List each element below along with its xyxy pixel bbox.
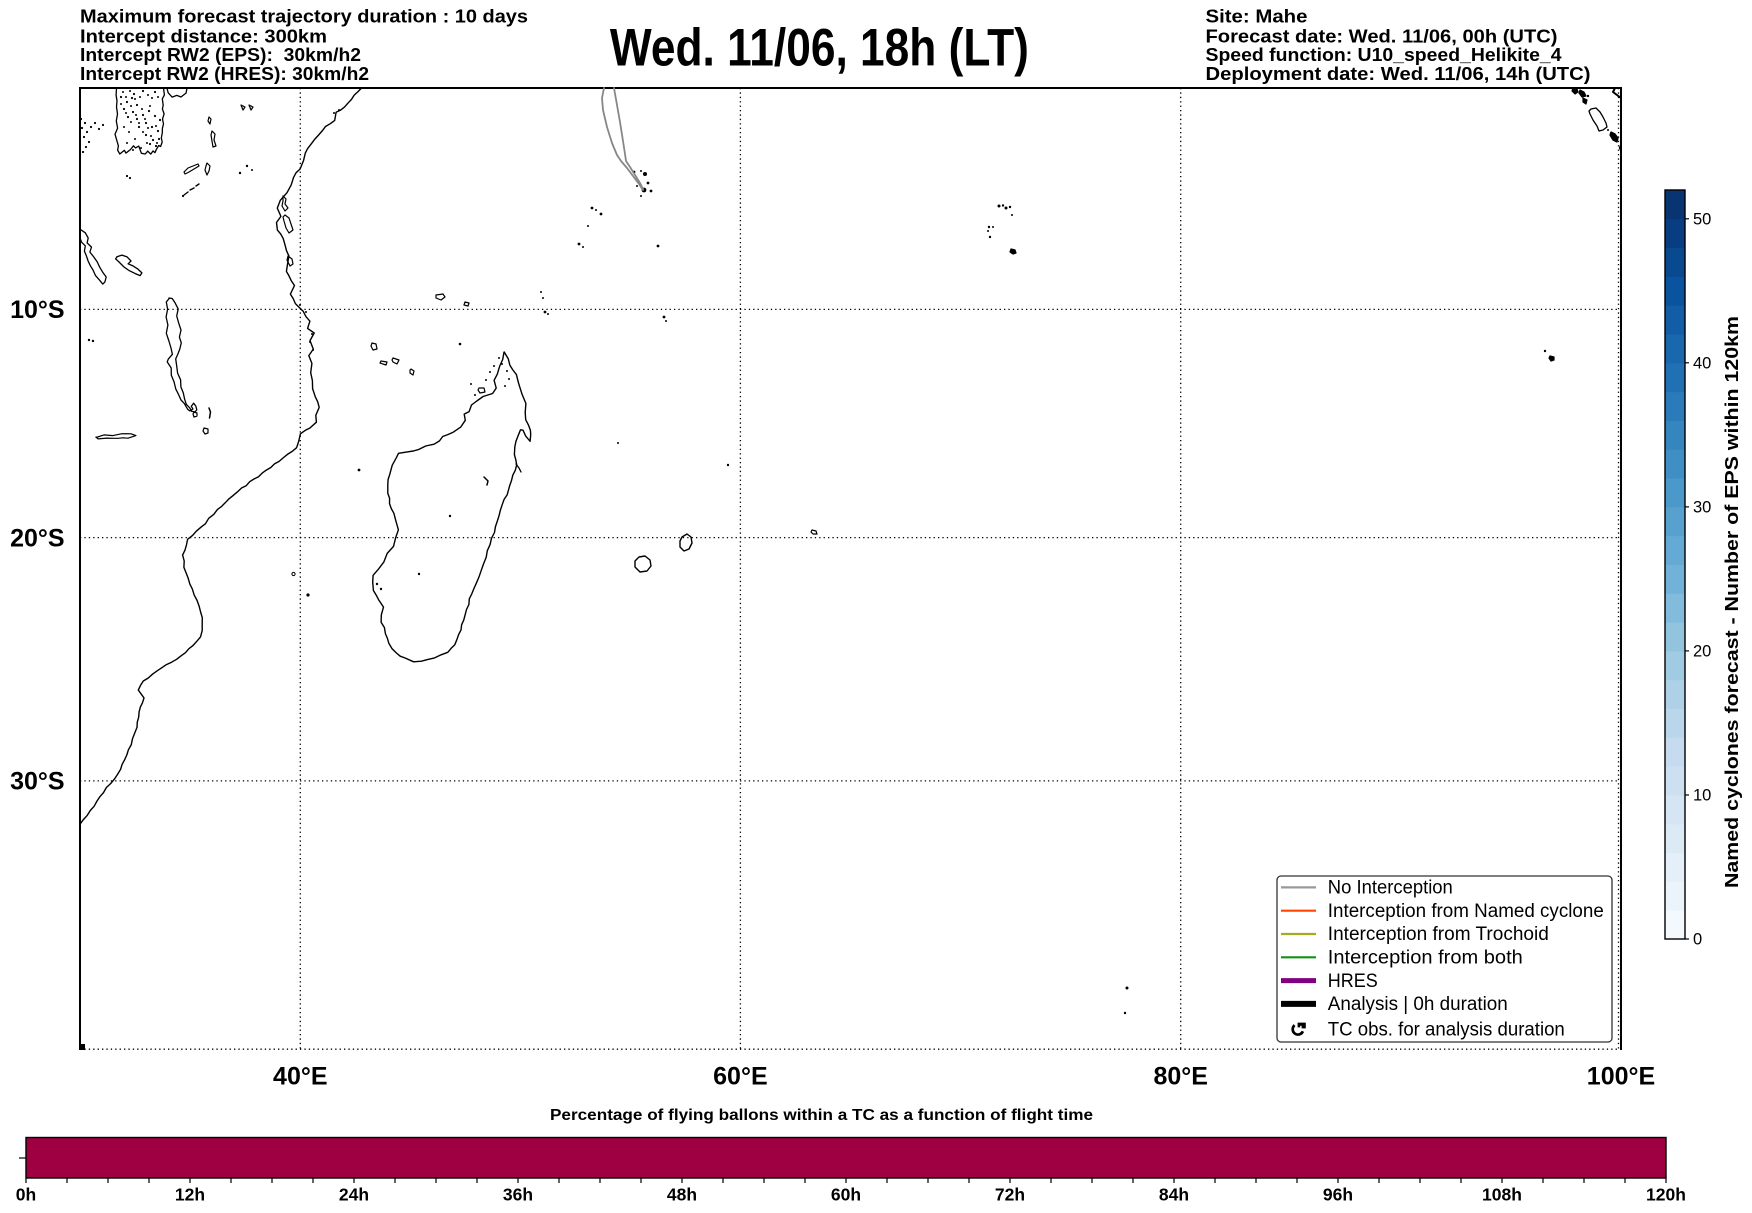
svg-text:120h: 120h: [1646, 1185, 1686, 1205]
svg-text:Interception from both: Interception from both: [1328, 948, 1523, 969]
svg-text:Intercept RW2 (HRES): 30km/h2: Intercept RW2 (HRES): 30km/h2: [80, 63, 369, 84]
svg-text:100°E: 100°E: [1587, 1063, 1655, 1091]
svg-text:Interception from Named cyclon: Interception from Named cyclone: [1328, 901, 1604, 922]
svg-text:Maximum forecast trajectory du: Maximum forecast trajectory duration : 1…: [80, 6, 528, 27]
svg-text:Site: Mahe: Site: Mahe: [1206, 6, 1308, 27]
svg-text:48h: 48h: [667, 1185, 697, 1205]
svg-text:20: 20: [1693, 642, 1711, 660]
svg-text:Forecast date: Wed. 11/06, 00h: Forecast date: Wed. 11/06, 00h (UTC): [1206, 25, 1558, 46]
svg-text:Intercept distance: 300km: Intercept distance: 300km: [80, 25, 327, 46]
svg-text:0h: 0h: [16, 1185, 36, 1205]
svg-text:TC obs. for analysis duration: TC obs. for analysis duration: [1328, 1020, 1565, 1041]
svg-text:24h: 24h: [339, 1185, 369, 1205]
svg-text:30°S: 30°S: [10, 768, 64, 796]
svg-text:20°S: 20°S: [10, 524, 64, 552]
svg-text:36h: 36h: [503, 1185, 533, 1205]
svg-text:Speed function: U10_speed_Heli: Speed function: U10_speed_Helikite_4: [1206, 44, 1563, 65]
svg-text:80°E: 80°E: [1153, 1063, 1207, 1091]
svg-text:40°E: 40°E: [273, 1063, 327, 1091]
svg-text:Named cyclones forecast - Numb: Named cyclones forecast - Number of EPS …: [1721, 316, 1742, 888]
svg-text:12h: 12h: [175, 1185, 205, 1205]
svg-text:Wed. 11/06, 18h (LT): Wed. 11/06, 18h (LT): [610, 19, 1029, 78]
svg-text:Interception from Trochoid: Interception from Trochoid: [1328, 924, 1549, 945]
svg-text:30: 30: [1693, 498, 1711, 516]
svg-text:96h: 96h: [1323, 1185, 1353, 1205]
svg-text:10: 10: [1693, 786, 1711, 804]
svg-text:No Interception: No Interception: [1328, 878, 1453, 899]
svg-text:72h: 72h: [995, 1185, 1025, 1205]
svg-text:Analysis | 0h duration: Analysis | 0h duration: [1328, 994, 1508, 1015]
svg-text:HRES: HRES: [1328, 971, 1378, 992]
svg-text:Intercept RW2 (EPS): 30km/h2: Intercept RW2 (EPS): 30km/h2: [80, 44, 361, 65]
svg-text:60h: 60h: [831, 1185, 861, 1205]
svg-text:Deployment date: Wed. 11/06, 1: Deployment date: Wed. 11/06, 14h (UTC): [1206, 63, 1591, 84]
svg-text:40: 40: [1693, 354, 1711, 372]
svg-text:84h: 84h: [1159, 1185, 1189, 1205]
svg-text:10°S: 10°S: [10, 296, 64, 324]
svg-text:0: 0: [1693, 931, 1702, 949]
svg-text:Percentage of flying ballons w: Percentage of flying ballons within a TC…: [550, 1107, 1093, 1124]
svg-text:60°E: 60°E: [713, 1063, 767, 1091]
svg-text:50: 50: [1693, 210, 1711, 228]
svg-text:108h: 108h: [1482, 1185, 1522, 1205]
